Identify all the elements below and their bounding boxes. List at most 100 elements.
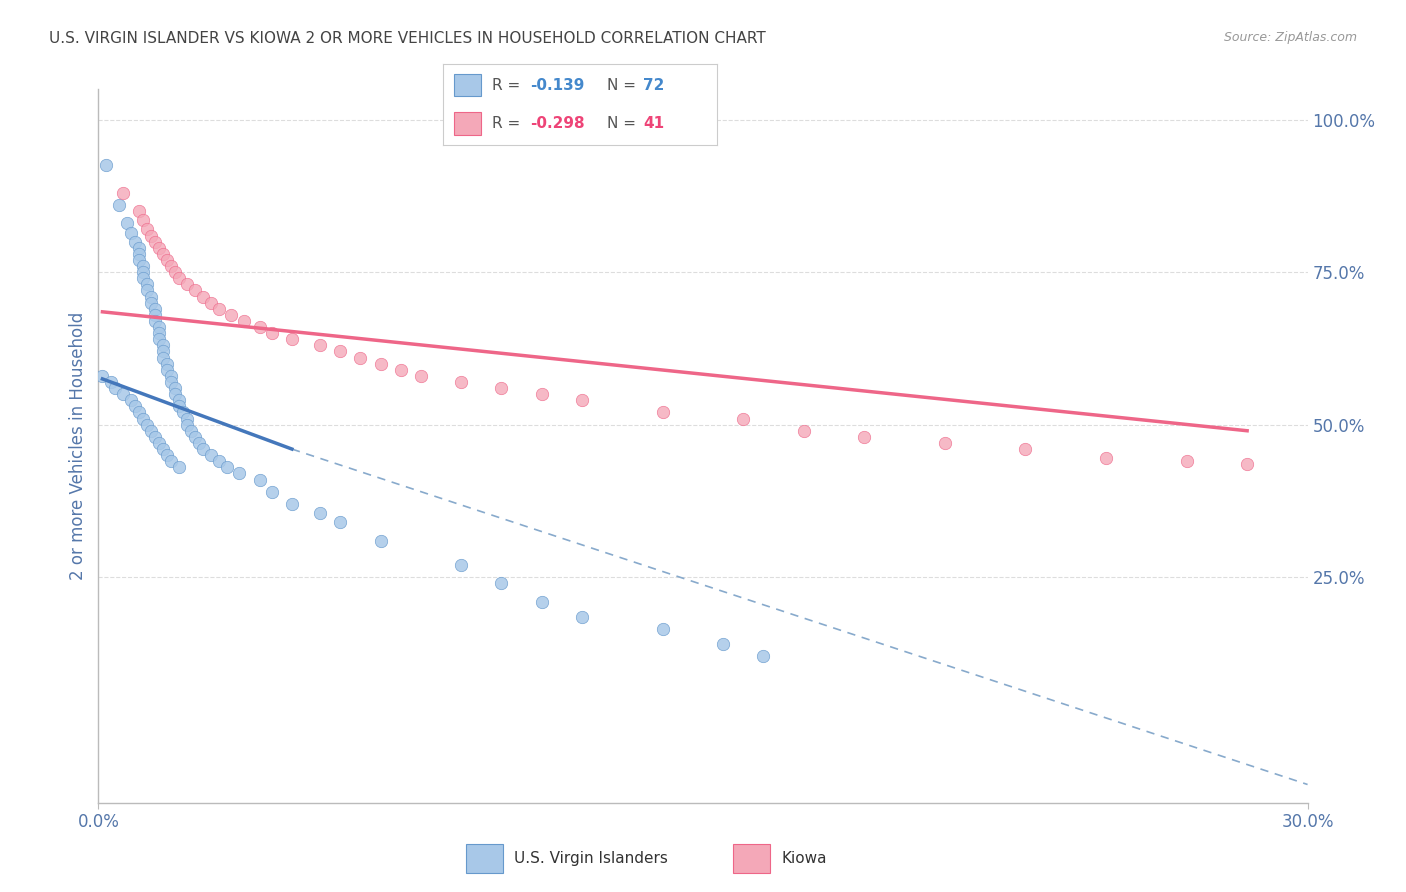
Point <box>184 284 207 298</box>
Point <box>139 424 162 438</box>
Point <box>176 411 198 425</box>
Bar <box>733 844 770 873</box>
Point <box>132 259 155 273</box>
Point <box>148 320 170 334</box>
Point <box>139 295 162 310</box>
Text: R =: R = <box>492 78 526 93</box>
Point <box>491 381 513 395</box>
Point <box>167 400 190 414</box>
Point <box>107 198 129 212</box>
Point <box>167 460 190 475</box>
Point <box>143 308 166 322</box>
Point <box>733 411 755 425</box>
Point <box>180 424 202 438</box>
Point <box>309 338 332 352</box>
Bar <box>465 844 503 873</box>
Point <box>91 368 114 383</box>
Point <box>793 424 815 438</box>
Point <box>853 430 876 444</box>
Point <box>115 216 138 230</box>
Point <box>135 222 157 236</box>
Point <box>249 320 271 334</box>
Point <box>450 558 472 572</box>
Point <box>200 295 222 310</box>
Point <box>156 252 179 267</box>
Point <box>139 228 162 243</box>
Point <box>571 609 593 624</box>
Point <box>148 241 170 255</box>
Point <box>152 344 174 359</box>
Point <box>132 411 155 425</box>
Point <box>228 467 250 481</box>
Point <box>135 277 157 292</box>
Point <box>143 235 166 249</box>
Bar <box>454 112 481 135</box>
Point <box>1014 442 1036 456</box>
Bar <box>454 74 481 96</box>
Point <box>309 506 332 520</box>
Point <box>711 637 734 651</box>
Point <box>120 226 142 240</box>
Point <box>167 271 190 285</box>
Point <box>221 308 243 322</box>
Point <box>132 265 155 279</box>
Point <box>281 497 304 511</box>
Point <box>260 484 283 499</box>
Point <box>450 375 472 389</box>
Point <box>124 235 146 249</box>
Point <box>152 351 174 365</box>
Point <box>1236 458 1258 472</box>
Point <box>193 289 215 303</box>
Point <box>96 158 118 172</box>
Point <box>160 368 183 383</box>
Point <box>111 186 134 200</box>
Point <box>132 213 155 227</box>
Point <box>128 241 150 255</box>
Point <box>349 351 371 365</box>
Point <box>934 436 956 450</box>
Text: R =: R = <box>492 116 526 131</box>
Point <box>163 381 186 395</box>
Point <box>128 204 150 219</box>
Point <box>208 301 231 316</box>
Point <box>156 357 179 371</box>
Point <box>143 301 166 316</box>
Text: 72: 72 <box>643 78 665 93</box>
Point <box>176 277 198 292</box>
Point <box>135 284 157 298</box>
Point <box>200 448 222 462</box>
Point <box>530 387 553 401</box>
Text: Source: ZipAtlas.com: Source: ZipAtlas.com <box>1223 31 1357 45</box>
Point <box>143 430 166 444</box>
Point <box>139 289 162 303</box>
Point <box>103 381 125 395</box>
Text: U.S. Virgin Islanders: U.S. Virgin Islanders <box>515 851 668 866</box>
Point <box>329 515 352 529</box>
Point <box>128 405 150 419</box>
Point <box>370 533 392 548</box>
Point <box>184 430 207 444</box>
Point <box>232 314 254 328</box>
Point <box>530 594 553 608</box>
Point <box>1175 454 1198 468</box>
Point <box>152 442 174 456</box>
Point <box>172 405 194 419</box>
Point <box>135 417 157 432</box>
Point <box>188 436 211 450</box>
Point <box>160 259 183 273</box>
Point <box>329 344 352 359</box>
Text: -0.298: -0.298 <box>530 116 585 131</box>
Point <box>217 460 239 475</box>
Text: N =: N = <box>607 78 641 93</box>
Point <box>167 393 190 408</box>
Point <box>156 363 179 377</box>
Point <box>571 393 593 408</box>
Point <box>193 442 215 456</box>
Point <box>163 265 186 279</box>
Point <box>120 393 142 408</box>
Point <box>152 247 174 261</box>
Point <box>132 271 155 285</box>
Point <box>148 326 170 341</box>
Point <box>752 649 775 664</box>
Point <box>128 247 150 261</box>
